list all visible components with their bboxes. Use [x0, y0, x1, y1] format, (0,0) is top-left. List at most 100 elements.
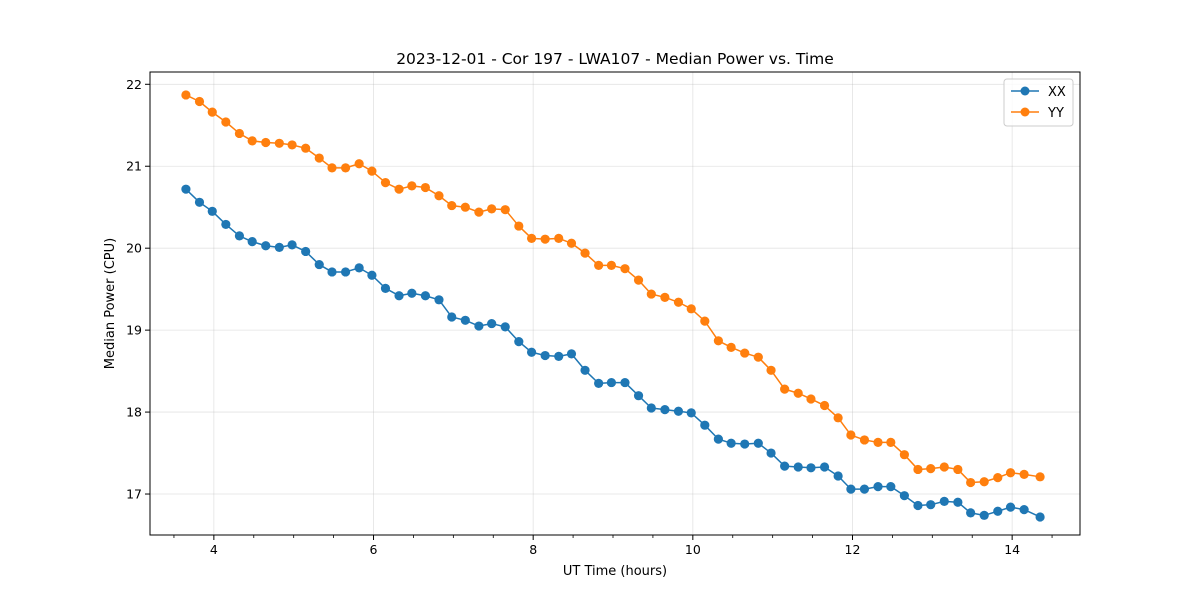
data-point-yy [487, 204, 497, 214]
data-point-xx [460, 315, 470, 325]
legend-marker-yy [1020, 107, 1030, 117]
data-point-yy [221, 117, 231, 127]
data-point-yy [993, 473, 1003, 483]
data-point-xx [526, 347, 537, 357]
data-point-yy [594, 260, 604, 270]
data-point-yy [953, 464, 963, 475]
y-axis-label: Median Power (CPU) [103, 238, 118, 369]
x-axis-label: UT Time (hours) [563, 564, 667, 579]
data-point-yy [526, 233, 537, 243]
y-tick-label: 18 [126, 405, 142, 420]
data-point-xx [234, 231, 245, 241]
grid [150, 72, 1080, 535]
data-point-yy [474, 207, 484, 217]
data-point-xx [753, 438, 763, 448]
data-point-xx [1005, 502, 1016, 512]
data-point-xx [540, 350, 550, 361]
series-layer [181, 90, 1045, 522]
data-point-yy [913, 464, 923, 475]
data-point-xx [859, 484, 870, 494]
data-point-xx [420, 291, 431, 301]
y-tick-label: 21 [126, 159, 142, 174]
data-point-yy [540, 234, 550, 244]
data-point-yy [926, 464, 936, 474]
data-point-yy [713, 336, 723, 346]
data-point-yy [194, 96, 205, 107]
data-point-yy [460, 202, 470, 212]
data-point-xx [327, 267, 337, 277]
data-point-xx [1019, 505, 1029, 515]
data-point-yy [620, 264, 630, 274]
data-point-xx [806, 463, 816, 473]
data-point-xx [500, 322, 510, 332]
series-xx [181, 184, 1045, 522]
data-point-yy [819, 400, 830, 411]
data-point-yy [1019, 469, 1029, 479]
data-point-xx [899, 491, 909, 501]
data-point-xx [514, 337, 524, 347]
data-point-xx [993, 506, 1003, 516]
chart-title: 2023-12-01 - Cor 197 - LWA107 - Median P… [396, 50, 834, 68]
data-point-yy [181, 90, 191, 100]
data-point-xx [700, 420, 710, 430]
data-point-xx [580, 365, 590, 375]
data-point-yy [700, 316, 710, 326]
data-point-yy [514, 221, 524, 231]
x-tick-label: 10 [685, 542, 701, 557]
data-point-xx [566, 349, 577, 359]
data-point-xx [953, 497, 963, 507]
data-point-yy [673, 297, 684, 307]
data-point-yy [580, 248, 590, 258]
data-point-yy [301, 143, 311, 153]
data-point-xx [966, 508, 976, 518]
data-point-yy [354, 159, 364, 169]
x-tick-label: 6 [370, 542, 378, 557]
data-point-xx [886, 482, 896, 492]
y-tick-label: 17 [126, 487, 142, 502]
y-tick-label: 22 [126, 77, 142, 92]
data-point-xx [873, 482, 883, 492]
data-point-xx [726, 438, 736, 448]
data-point-xx [380, 283, 391, 293]
data-point-xx [793, 462, 803, 472]
data-point-yy [873, 437, 883, 447]
data-point-yy [340, 163, 351, 173]
data-point-xx [926, 500, 936, 510]
data-point-yy [886, 437, 896, 447]
data-point-yy [633, 275, 644, 285]
data-point-xx [660, 405, 670, 415]
x-tick-label: 14 [1004, 542, 1020, 557]
data-point-xx [833, 471, 843, 481]
data-point-xx [394, 291, 404, 301]
data-point-yy [1005, 468, 1016, 478]
data-point-xx [766, 448, 776, 458]
data-point-yy [261, 137, 271, 148]
data-point-xx [740, 439, 750, 449]
series-yy [181, 90, 1045, 488]
data-point-xx [434, 295, 444, 305]
data-point-xx [606, 377, 617, 388]
data-point-xx [713, 434, 723, 444]
x-tick-label: 4 [210, 542, 218, 557]
data-point-yy [367, 166, 377, 176]
data-point-yy [394, 184, 404, 194]
data-point-yy [899, 450, 909, 460]
data-point-xx [913, 500, 923, 511]
data-point-yy [859, 435, 870, 445]
data-point-yy [566, 238, 577, 248]
data-point-xx [301, 246, 311, 257]
y-tick-label: 20 [126, 241, 142, 256]
data-point-xx [287, 240, 297, 250]
data-point-yy [846, 430, 856, 440]
data-point-xx [939, 496, 949, 506]
data-point-yy [234, 128, 245, 139]
data-point-xx [846, 484, 856, 494]
y-tick-label: 19 [126, 323, 142, 338]
data-point-xx [979, 510, 989, 520]
data-point-yy [780, 384, 790, 394]
legend: XX YY [1003, 78, 1074, 127]
data-point-yy [793, 388, 803, 398]
data-point-xx [181, 184, 191, 194]
data-point-xx [247, 237, 257, 247]
